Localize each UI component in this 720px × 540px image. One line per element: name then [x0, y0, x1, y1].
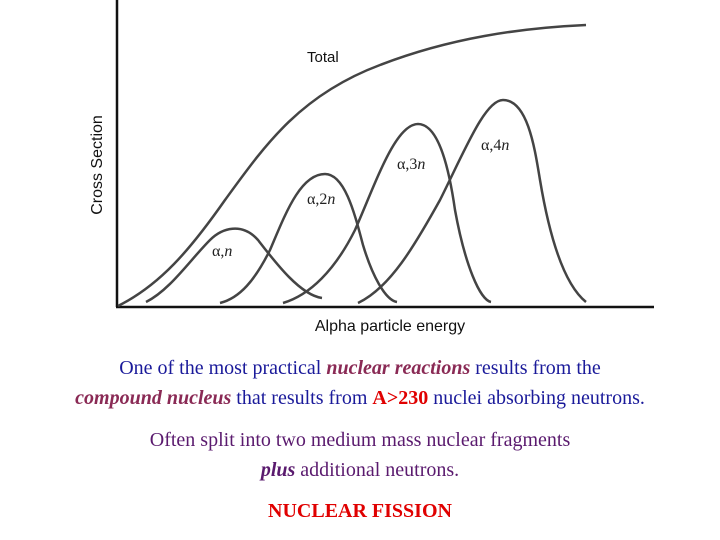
alpha-4n-curve: [357, 98, 587, 305]
multiplier: 3: [409, 156, 418, 173]
alpha-symbol: α,: [481, 137, 494, 154]
text-run: additional neutrons.: [295, 459, 460, 481]
text-run: that results from: [231, 387, 373, 409]
emphasis-a-gt-230: A>230: [372, 387, 429, 409]
y-axis-label: Cross Section: [89, 115, 106, 215]
alpha-symbol: α,: [307, 191, 320, 208]
text-run: One of the most practical: [119, 357, 327, 379]
alpha-n-label: α,n: [212, 243, 232, 261]
alpha-4n-label: α,4n: [481, 137, 509, 155]
total-curve: [117, 23, 587, 308]
nuclear-fission-heading: NUCLEAR FISSION: [268, 500, 452, 522]
paragraph-2-line-2: plus additional neutrons.: [0, 455, 720, 485]
multiplier: 4: [493, 137, 502, 154]
n-symbol: n: [327, 191, 336, 208]
paragraph-1: One of the most practical nuclear reacti…: [0, 353, 720, 413]
multiplier: 2: [319, 191, 328, 208]
n-symbol: n: [501, 137, 510, 154]
alpha-n-curve: [145, 227, 323, 304]
paragraph-1-line-2: compound nucleus that results from A>230…: [0, 383, 720, 413]
n-symbol: n: [224, 243, 233, 260]
alpha-symbol: α,: [397, 156, 410, 173]
alpha-3n-curve: [282, 122, 492, 305]
alpha-symbol: α,: [212, 243, 225, 260]
paragraph-2: Often split into two medium mass nuclear…: [0, 425, 720, 485]
emphasis-nuclear-reactions: nuclear reactions: [326, 357, 471, 379]
emphasis-compound-nucleus: compound nucleus: [75, 387, 232, 409]
paragraph-1-line-1: One of the most practical nuclear reacti…: [0, 353, 720, 383]
n-symbol: n: [417, 156, 426, 173]
alpha-3n-label: α,3n: [397, 156, 425, 174]
total-label: Total: [307, 49, 339, 66]
alpha-2n-curve: [219, 172, 398, 305]
alpha-2n-label: α,2n: [307, 191, 335, 209]
text-run: results from the: [470, 357, 601, 379]
text-run: nuclei absorbing neutrons.: [428, 387, 645, 409]
cross-section-chart: [115, 0, 654, 309]
x-axis-label: Alpha particle energy: [314, 318, 466, 335]
emphasis-plus: plus: [260, 459, 296, 481]
paragraph-2-line-1: Often split into two medium mass nuclear…: [149, 429, 571, 451]
